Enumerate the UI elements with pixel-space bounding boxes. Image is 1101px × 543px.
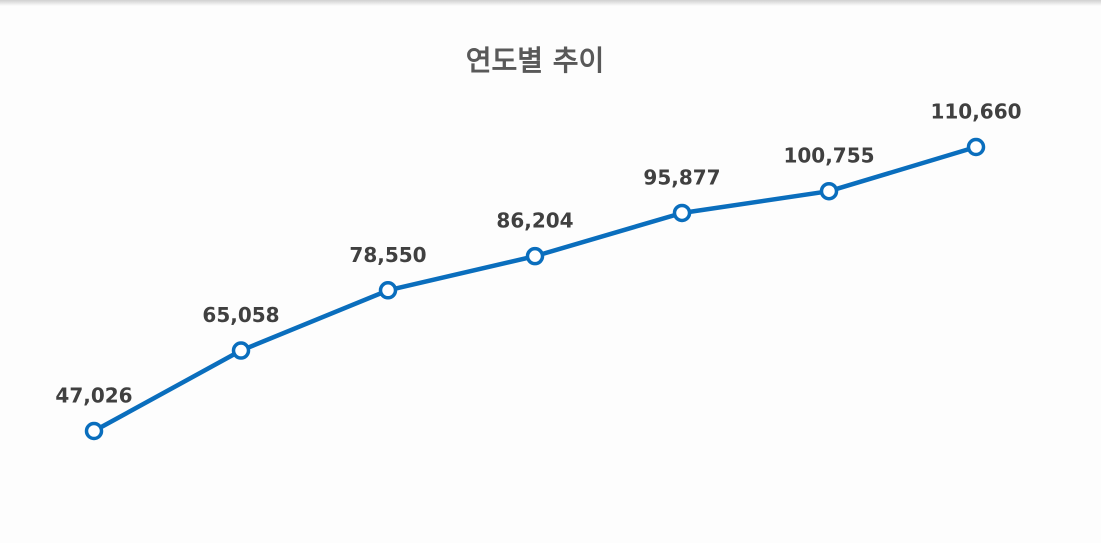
- value-label: 47,026: [55, 384, 132, 408]
- value-label: 86,204: [496, 209, 573, 233]
- point: [231, 341, 251, 360]
- value-label: 95,877: [643, 165, 720, 189]
- point: [84, 421, 104, 441]
- line: [92, 144, 977, 433]
- point: [378, 281, 398, 300]
- chart-title: 연도별 추이: [466, 44, 605, 77]
- point: [525, 246, 545, 266]
- point: [672, 203, 692, 223]
- top-shadow: [0, 0, 1101, 6]
- value-label: 78,550: [349, 243, 426, 267]
- value-label: 110,660: [930, 100, 1021, 124]
- point: [966, 137, 986, 157]
- value-label: 100,755: [783, 144, 874, 168]
- value-label: 65,058: [202, 303, 279, 327]
- point: [819, 181, 839, 201]
